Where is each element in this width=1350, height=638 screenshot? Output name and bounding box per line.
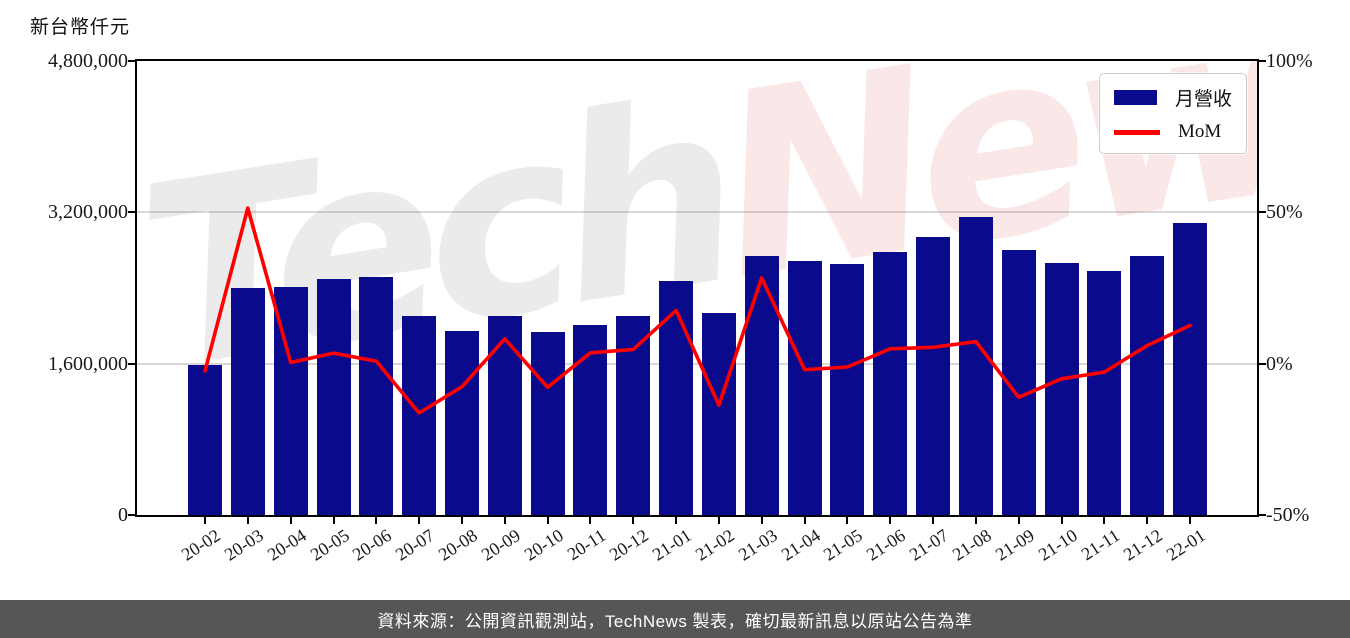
x-tick-label-20-07: 20-07 bbox=[391, 525, 439, 565]
y-right-label-50%: 50% bbox=[1266, 201, 1303, 224]
revenue-bars-layer bbox=[137, 61, 1257, 515]
y-right-tick--50% bbox=[1259, 514, 1266, 516]
x-tick-label-21-02: 21-02 bbox=[691, 525, 738, 565]
x-tick-20-06 bbox=[375, 517, 378, 524]
x-tick-label-21-09: 21-09 bbox=[991, 525, 1038, 565]
x-tick-20-03 bbox=[246, 517, 249, 524]
revenue-bar-20-06 bbox=[359, 277, 394, 515]
revenue-bar-21-07 bbox=[916, 237, 950, 515]
revenue-bar-20-02 bbox=[188, 365, 222, 515]
x-tick-20-02 bbox=[204, 517, 206, 524]
x-tick-label-20-12: 20-12 bbox=[606, 525, 653, 565]
revenue-bar-20-10 bbox=[530, 331, 565, 515]
legend: 月營收 MoM bbox=[1098, 73, 1247, 154]
x-tick-label-20-04: 20-04 bbox=[263, 525, 310, 565]
legend-bar-swatch bbox=[1113, 90, 1157, 105]
x-tick-label-21-04: 21-04 bbox=[777, 525, 824, 565]
x-tick-label-20-05: 20-05 bbox=[306, 525, 353, 565]
x-tick-21-12 bbox=[1146, 517, 1149, 524]
x-tick-21-05 bbox=[846, 517, 849, 524]
x-tick-label-21-07: 21-07 bbox=[905, 525, 952, 565]
x-tick-label-21-10: 21-10 bbox=[1034, 525, 1081, 565]
x-tick-20-11 bbox=[589, 517, 592, 524]
legend-entry-mom: MoM bbox=[1113, 121, 1232, 143]
y-left-label-1,600,000: 1,600,000 bbox=[48, 352, 128, 375]
x-tick-20-10 bbox=[546, 517, 549, 524]
revenue-bar-20-05 bbox=[316, 279, 351, 515]
y-left-tick-1,600,000 bbox=[128, 362, 135, 365]
x-tick-label-21-08: 21-08 bbox=[948, 525, 995, 565]
y-left-label-3,200,000: 3,200,000 bbox=[48, 201, 128, 224]
y-right-tick-0% bbox=[1259, 362, 1266, 365]
y-right-label-100%: 100% bbox=[1266, 50, 1313, 72]
mom-line-layer bbox=[203, 206, 1192, 415]
revenue-bar-21-11 bbox=[1087, 270, 1122, 515]
y-right-tick-100% bbox=[1259, 60, 1266, 62]
revenue-bar-21-08 bbox=[958, 217, 993, 515]
x-tick-21-07 bbox=[932, 517, 934, 524]
revenue-bar-21-12 bbox=[1130, 255, 1165, 515]
y-right-label-0%: 0% bbox=[1266, 352, 1293, 375]
legend-bar-label: 月營收 bbox=[1174, 89, 1232, 110]
x-tick-label-21-12: 21-12 bbox=[1119, 525, 1167, 565]
revenue-bar-20-07 bbox=[402, 315, 437, 515]
y-left-tick-4,800,000 bbox=[128, 60, 135, 62]
x-tick-21-06 bbox=[889, 517, 892, 524]
x-tick-21-11 bbox=[1103, 517, 1106, 524]
revenue-bar-21-02 bbox=[701, 313, 736, 515]
revenue-bar-20-03 bbox=[230, 288, 265, 515]
x-tick-label-22-01: 22-01 bbox=[1162, 525, 1209, 565]
legend-line-label: MoM bbox=[1177, 121, 1222, 142]
x-tick-20-09 bbox=[503, 517, 506, 524]
x-tick-20-04 bbox=[289, 517, 292, 524]
x-tick-label-20-09: 20-09 bbox=[477, 525, 524, 565]
x-tick-20-08 bbox=[461, 517, 463, 524]
x-tick-21-10 bbox=[1060, 517, 1063, 524]
revenue-bar-21-04 bbox=[787, 261, 822, 515]
x-tick-label-20-06: 20-06 bbox=[349, 525, 396, 565]
x-tick-21-02 bbox=[717, 517, 720, 524]
y-left-tick-0 bbox=[128, 514, 135, 516]
x-tick-21-09 bbox=[1017, 517, 1020, 524]
revenue-bar-21-10 bbox=[1044, 263, 1079, 515]
gridline-3,200,000 bbox=[137, 211, 1257, 214]
x-tick-label-20-11: 20-11 bbox=[563, 525, 610, 565]
x-tick-label-21-05: 21-05 bbox=[820, 525, 867, 565]
x-tick-label-20-08: 20-08 bbox=[434, 525, 481, 565]
x-tick-20-05 bbox=[332, 517, 335, 524]
x-tick-20-07 bbox=[418, 517, 421, 524]
x-tick-label-21-11: 21-11 bbox=[1077, 525, 1124, 565]
legend-entry-revenue: 月營收 bbox=[1113, 84, 1232, 111]
x-tick-label-20-10: 20-10 bbox=[520, 525, 567, 565]
x-tick-label-21-03: 21-03 bbox=[734, 525, 781, 565]
x-tick-label-21-06: 21-06 bbox=[862, 525, 910, 565]
y-right-label--50%: -50% bbox=[1266, 504, 1310, 526]
gridline-1,600,000 bbox=[137, 362, 1257, 365]
y-left-label-0: 0 bbox=[118, 504, 128, 526]
revenue-bar-20-11 bbox=[573, 324, 608, 515]
mom-line bbox=[203, 206, 1192, 415]
revenue-bar-21-05 bbox=[830, 263, 865, 515]
source-footer: 資料來源：公開資訊觀測站，TechNews 製表，確切最新訊息以原站公告為準 bbox=[0, 600, 1350, 638]
legend-line-swatch bbox=[1113, 129, 1160, 135]
revenue-bar-22-01 bbox=[1173, 223, 1207, 515]
revenue-bar-20-08 bbox=[445, 331, 479, 515]
x-tick-21-01 bbox=[675, 517, 678, 524]
x-tick-20-12 bbox=[632, 517, 635, 524]
x-tick-label-20-02: 20-02 bbox=[177, 525, 224, 565]
x-tick-21-04 bbox=[803, 517, 806, 524]
y-right-tick-50% bbox=[1259, 211, 1266, 214]
x-tick-label-20-03: 20-03 bbox=[220, 525, 267, 565]
x-tick-22-01 bbox=[1189, 517, 1191, 524]
x-tick-21-08 bbox=[974, 517, 977, 524]
grid-layer bbox=[137, 61, 1257, 515]
x-tick-21-03 bbox=[760, 517, 763, 524]
x-tick-label-21-01: 21-01 bbox=[648, 525, 696, 565]
revenue-bar-21-06 bbox=[873, 251, 908, 515]
y-left-label-4,800,000: 4,800,000 bbox=[48, 50, 128, 72]
y-left-tick-3,200,000 bbox=[128, 211, 135, 214]
left-axis-unit-label: 新台幣仟元 bbox=[30, 17, 131, 38]
plot-area: TechNews 月營收 MoM bbox=[135, 59, 1259, 517]
